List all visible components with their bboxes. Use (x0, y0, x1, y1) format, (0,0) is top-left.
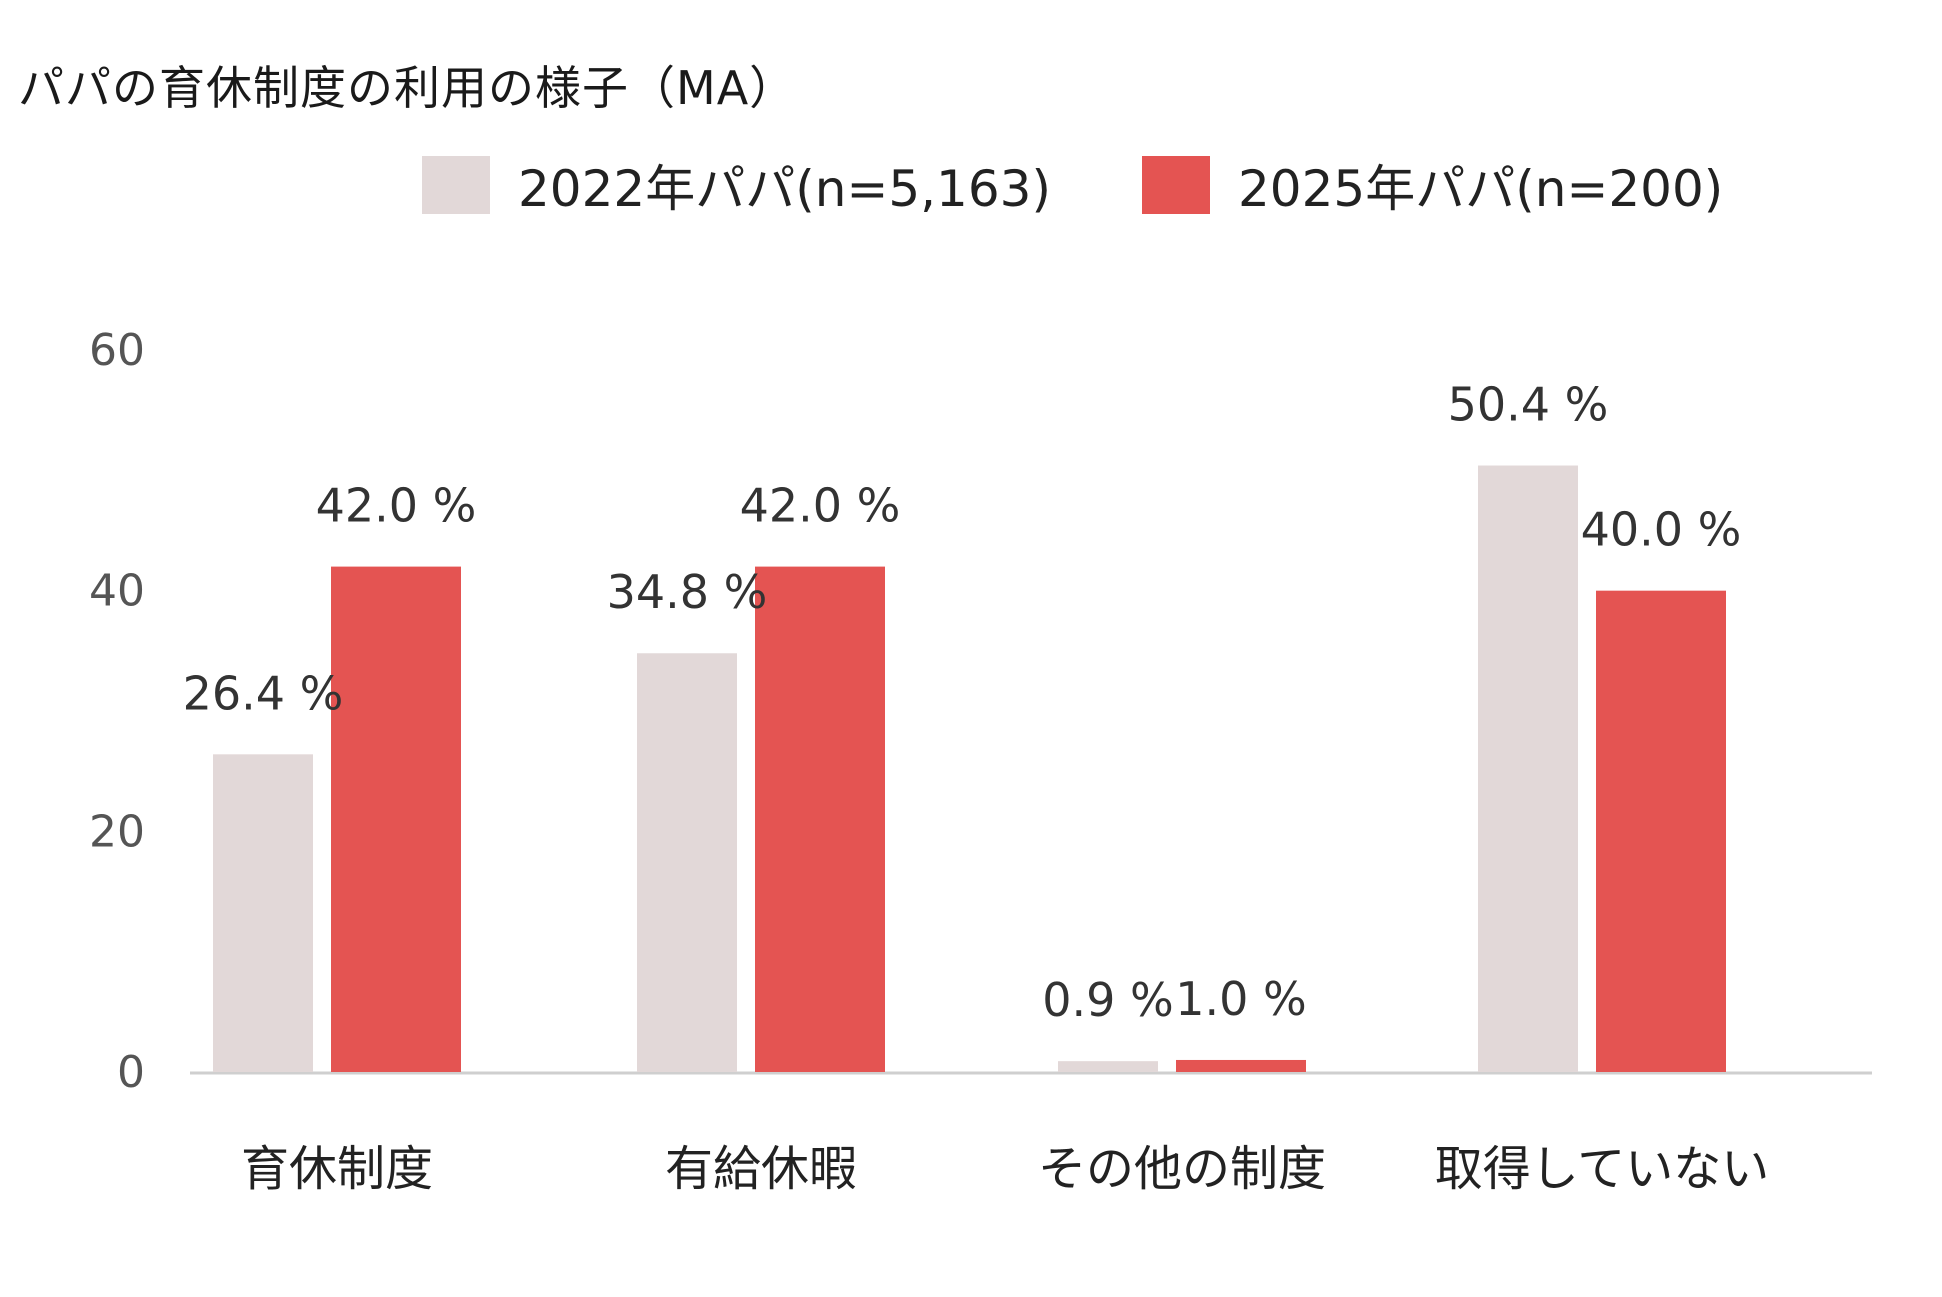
data-labels-group: 26.4 % 42.0 % 34.8 % 42.0 % 0.9 % 1.0 % 50.4 %… (183, 378, 1742, 1028)
data-label-2022: 50.4 % (1448, 378, 1609, 432)
legend-swatch-2022 (422, 156, 490, 214)
data-label-2022: 0.9 % (1042, 973, 1174, 1027)
y-axis-ticks: 0 20 40 60 (89, 325, 145, 1098)
y-tick-label: 40 (89, 566, 145, 617)
data-label-2025: 40.0 % (1581, 503, 1742, 557)
bar-2022 (213, 754, 313, 1072)
category-label: その他の制度 (1038, 1141, 1326, 1197)
legend-label-2022: 2022年パパ(n=5,163) (518, 160, 1051, 218)
bars-group (213, 465, 1726, 1072)
data-label-2025: 42.0 % (316, 479, 477, 533)
category-label: 取得していない (1435, 1141, 1770, 1197)
legend-label-2025: 2025年パパ(n=200) (1238, 160, 1724, 218)
legend-item-2025: 2025年パパ(n=200) (1142, 150, 1723, 220)
data-label-2022: 26.4 % (183, 666, 344, 720)
y-tick-label: 60 (89, 325, 145, 376)
bar-2025 (1176, 1059, 1306, 1072)
y-tick-label: 20 (89, 806, 145, 857)
bar-2025 (755, 566, 885, 1072)
category-labels-group: 育休制度 有給休暇 その他の制度 取得していない (241, 1141, 1769, 1197)
legend-item-2022: 2022年パパ(n=5,163) (422, 150, 1051, 220)
bar-2022 (1478, 465, 1578, 1072)
data-label-2025: 42.0 % (740, 479, 901, 533)
bar-2025 (1596, 590, 1726, 1072)
category-label: 育休制度 (241, 1141, 433, 1197)
data-label-2025: 1.0 % (1175, 972, 1307, 1026)
chart-title: パパの育休制度の利用の様子（MA） (18, 61, 797, 115)
bar-2025 (331, 566, 461, 1072)
legend-swatch-2025 (1142, 156, 1210, 214)
y-tick-label: 0 (117, 1047, 145, 1098)
bar-2022 (1058, 1061, 1158, 1072)
bar-2022 (637, 653, 737, 1072)
category-label: 有給休暇 (665, 1141, 857, 1197)
data-label-2022: 34.8 % (607, 565, 768, 619)
